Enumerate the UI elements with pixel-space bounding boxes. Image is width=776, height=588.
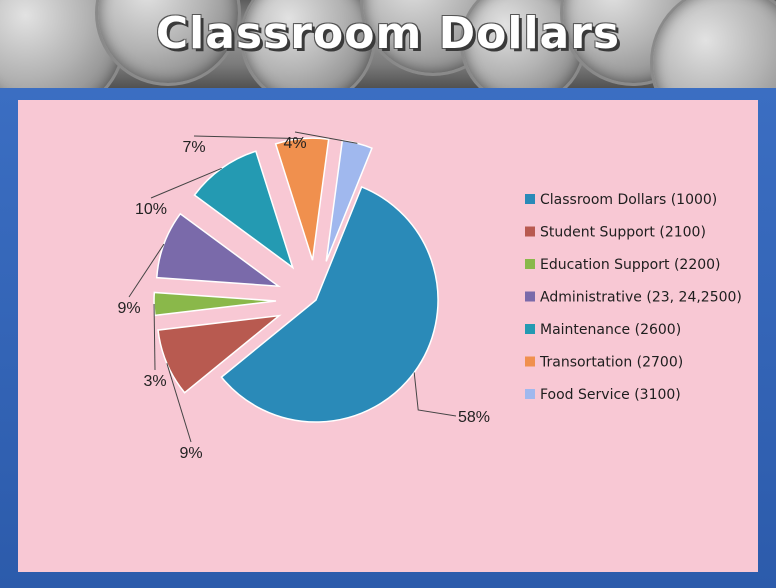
- legend-swatch: [525, 389, 535, 399]
- legend-swatch: [525, 291, 535, 302]
- coin-image: [240, 0, 376, 92]
- legend-label: Classroom Dollars (1000): [540, 192, 717, 208]
- legend-swatch: [525, 259, 535, 269]
- pie-slice: [274, 137, 330, 261]
- data-label: 4%: [283, 135, 306, 152]
- legend-swatch: [525, 324, 535, 334]
- legend-label: Student Support (2100): [540, 225, 706, 241]
- legend-label: Maintenance (2600): [540, 322, 681, 338]
- leader-line: [150, 167, 222, 199]
- legend-label: Transortation (2700): [539, 355, 683, 371]
- pie-slice: [220, 185, 439, 423]
- leader-line: [294, 131, 358, 144]
- leader-line: [413, 372, 457, 417]
- leader-line: [193, 135, 302, 140]
- data-label: 58%: [458, 409, 490, 426]
- data-label: 9%: [179, 445, 202, 462]
- data-label: 10%: [135, 201, 167, 218]
- page-title: Classroom Dollars: [155, 8, 621, 59]
- leader-line: [153, 303, 156, 371]
- pie-slice: [193, 150, 295, 270]
- data-label: 9%: [117, 300, 140, 317]
- pie-slice: [153, 291, 277, 317]
- legend-swatch: [525, 194, 535, 204]
- legend-label: Administrative (23, 24,2500): [540, 290, 742, 306]
- data-label: 3%: [143, 373, 166, 390]
- leader-line: [128, 243, 165, 298]
- legend-swatch: [525, 356, 535, 367]
- legend-label: Food Service (3100): [540, 387, 681, 403]
- title-banner: Classroom Dollars: [0, 0, 776, 92]
- legend-swatch: [525, 226, 535, 237]
- coin-image: [650, 0, 776, 92]
- pie-chart: 58% 9% 3% 9% 10% 7% 4% Classroom Dollars (1000…: [117, 131, 742, 462]
- legend-label: Education Support (2200): [540, 257, 721, 273]
- leader-line: [166, 363, 192, 443]
- chart-panel: 58% 9% 3% 9% 10% 7% 4% Classroom Dollars (1000…: [18, 100, 758, 572]
- data-label: 7%: [182, 139, 205, 156]
